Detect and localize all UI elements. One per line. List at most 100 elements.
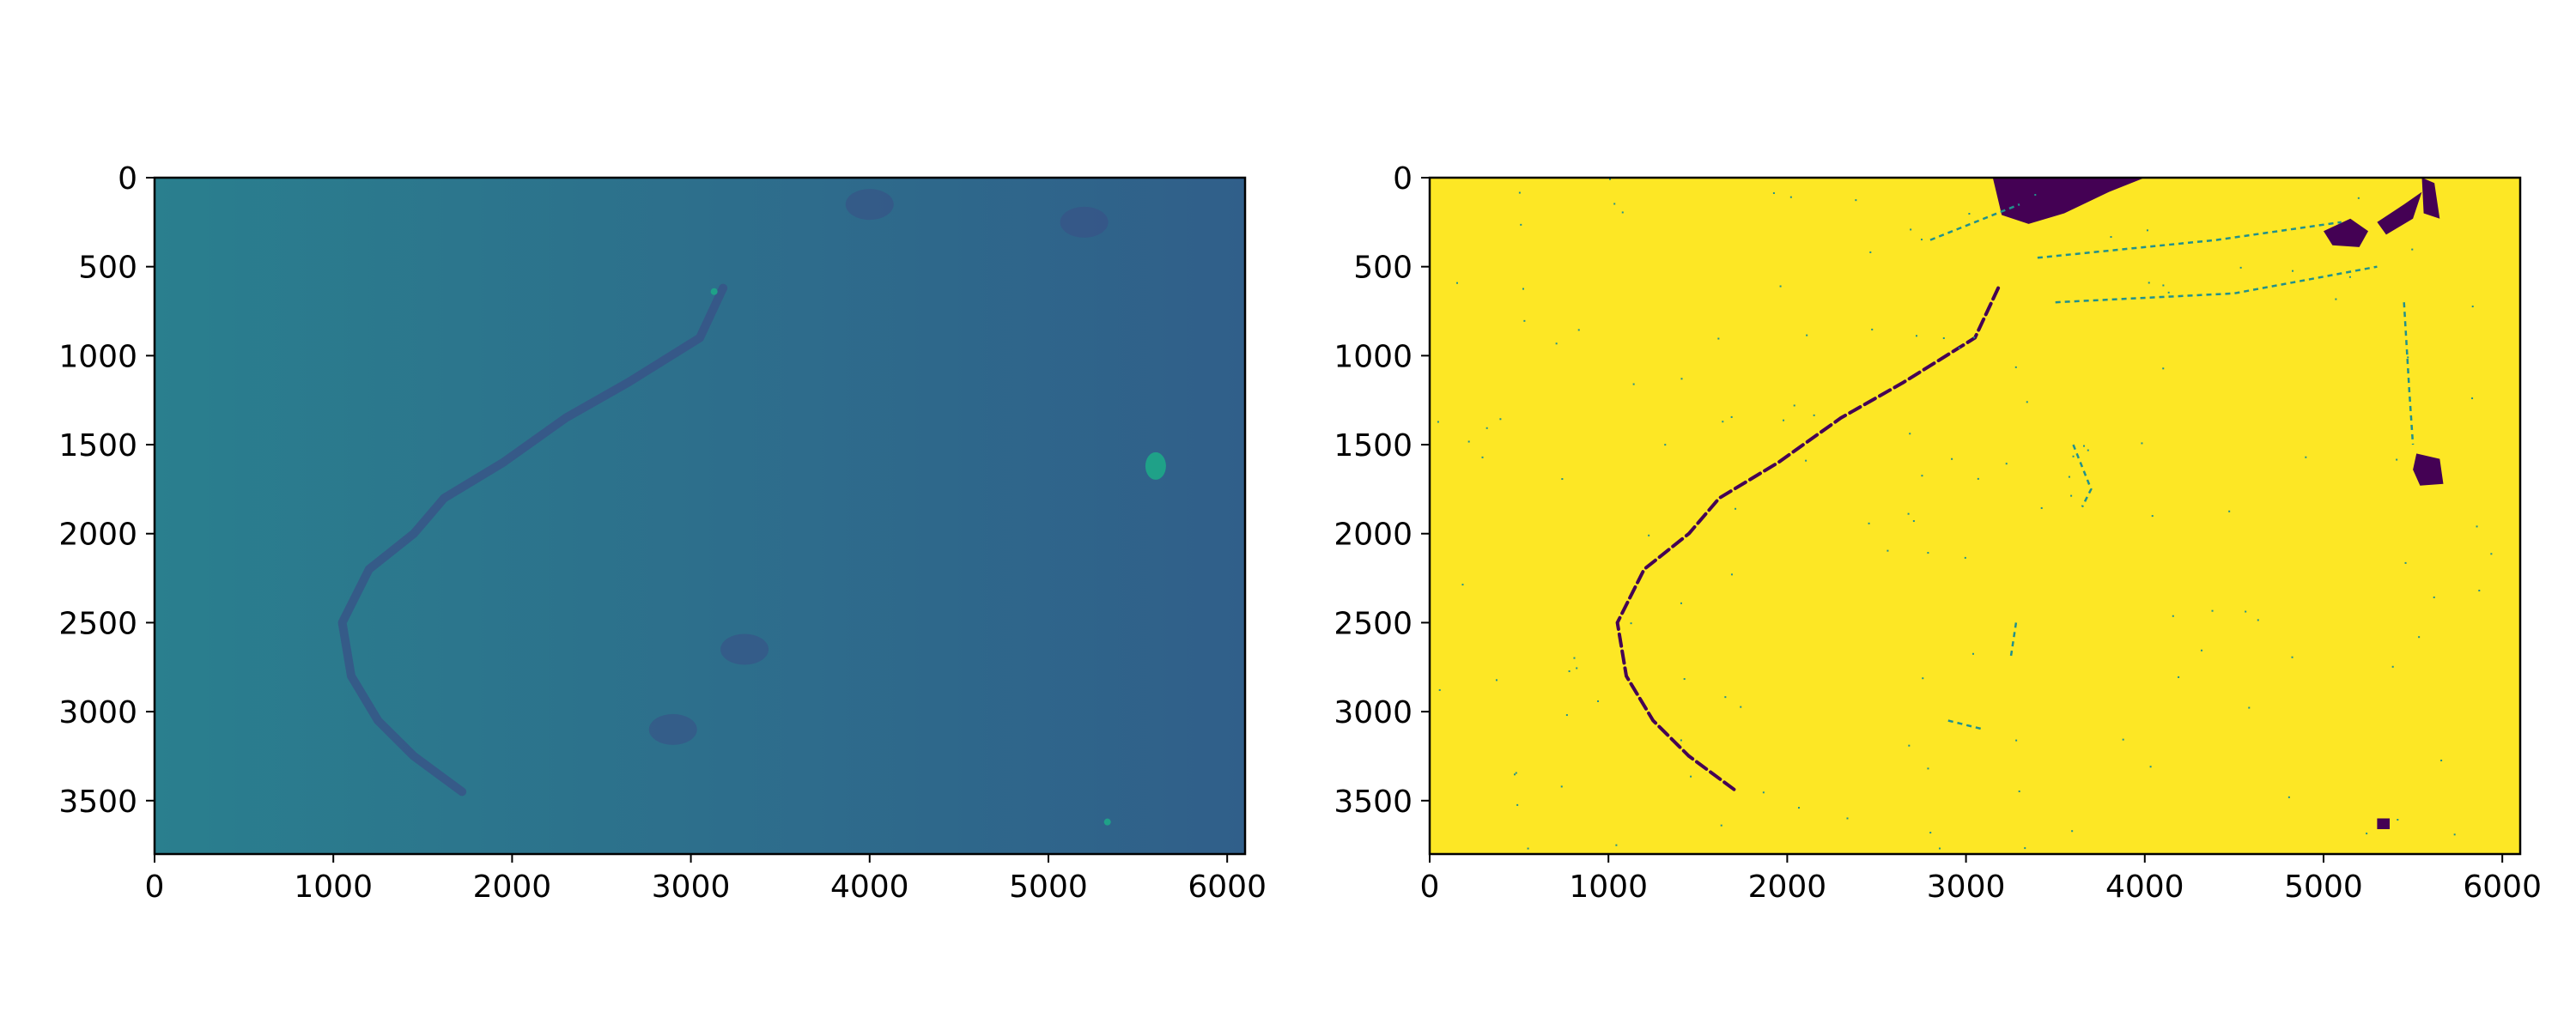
mask-speckle xyxy=(1648,534,1650,536)
mask-speckle xyxy=(1577,329,1580,331)
mask-speckle xyxy=(1783,419,1785,421)
mask-speckle xyxy=(1927,552,1929,554)
mask-speckle xyxy=(1920,239,1923,241)
mask-speckle xyxy=(2292,270,2294,272)
mask-speckle xyxy=(1467,440,1470,443)
mask-speckle xyxy=(2110,236,2112,239)
mask-speckle xyxy=(2178,676,2180,678)
x-tick-label: 4000 xyxy=(2105,869,2184,905)
mask-speckle xyxy=(2287,796,2290,798)
mask-speckle xyxy=(1515,772,1517,774)
dark-feature-blob xyxy=(720,633,769,665)
y-tick-label: 1000 xyxy=(58,339,137,374)
mask-speckle xyxy=(1813,414,1815,416)
heatmap-image-right xyxy=(1430,178,2520,854)
heatmap-image-left xyxy=(155,178,1245,854)
dark-feature-curve xyxy=(337,283,728,797)
mask-dark-region xyxy=(2377,191,2422,235)
mask-streak xyxy=(1947,719,1984,731)
mask-speckle xyxy=(2071,830,2074,833)
mask-speckle xyxy=(1683,678,1686,681)
y-tick-label: 3500 xyxy=(1334,785,1413,820)
mask-speckle xyxy=(2005,463,2008,465)
mask-speckle xyxy=(1793,404,1795,407)
heatmap-panel-left: 0 1000 2000 3000 4000 5000 6000 0 500 1000 1500 200… xyxy=(58,161,1267,905)
dark-feature-blob xyxy=(648,713,697,745)
mask-speckle xyxy=(2239,266,2242,269)
mask-streak xyxy=(2009,622,2018,659)
mask-speckle xyxy=(1922,677,1924,680)
mask-speckle xyxy=(1455,282,1458,284)
mask-speckle xyxy=(2391,665,2394,668)
mask-speckle xyxy=(2397,819,2399,821)
mask-speckle xyxy=(1942,336,1945,339)
y-tick-label: 3500 xyxy=(58,785,137,820)
mask-speckle xyxy=(2257,619,2259,621)
mask-speckle xyxy=(2024,847,2026,850)
mask-speckle xyxy=(1964,556,1966,559)
mask-speckle xyxy=(1565,714,1568,717)
mask-speckle xyxy=(1438,688,1441,691)
mask-speckle xyxy=(1805,459,1807,462)
mask-speckle xyxy=(1520,223,1522,226)
mask-speckle xyxy=(1779,285,1782,288)
mask-speckle xyxy=(2014,366,2017,368)
mask-speckle xyxy=(2082,445,2085,447)
x-tick-label: 5000 xyxy=(1009,869,1088,905)
x-tick-label: 6000 xyxy=(1188,869,1267,905)
mask-speckle xyxy=(2453,833,2456,836)
mask-speckle xyxy=(1615,844,1618,846)
y-tick-label: 3000 xyxy=(58,695,137,730)
mask-speckle xyxy=(2211,609,2214,612)
mask-speckle xyxy=(1717,337,1720,340)
x-tick-label: 1000 xyxy=(1569,869,1648,905)
y-tick-label: 2500 xyxy=(1334,606,1413,641)
mask-speckle xyxy=(1523,319,1526,322)
mask-speckle xyxy=(1921,475,1923,477)
mask-dark-region xyxy=(1992,178,2145,224)
mask-speckle xyxy=(1722,421,1724,423)
mask-speckle xyxy=(2200,649,2202,651)
mask-speckle xyxy=(1518,191,1521,194)
dark-feature-blob xyxy=(1060,206,1109,238)
mask-speckle xyxy=(2245,610,2247,613)
mask-speckle xyxy=(2396,458,2398,461)
mask-speckle xyxy=(1632,383,1635,385)
mask-speckle xyxy=(2034,193,2037,196)
mask-speckle xyxy=(1630,622,1632,625)
mask-speckle xyxy=(2411,248,2414,251)
mask-speckle xyxy=(1730,415,1733,418)
y-tick-label: 500 xyxy=(78,251,137,286)
mask-speckle xyxy=(1977,477,1979,480)
mask-speckle xyxy=(1958,347,1960,349)
mask-speckle xyxy=(1938,847,1941,850)
mask-speckle xyxy=(1680,378,1683,380)
mask-speckle xyxy=(1560,785,1563,788)
mask-speckle xyxy=(2149,766,2152,768)
mask-speckle xyxy=(2471,306,2474,308)
mask-speckle xyxy=(1871,328,1874,330)
mask-speckle xyxy=(1720,824,1722,827)
mask-speckle xyxy=(2162,284,2165,287)
mask-streak xyxy=(2055,265,2378,304)
mask-speckle xyxy=(1690,775,1692,778)
mask-speckle xyxy=(1485,427,1488,429)
y-tick-label: 3000 xyxy=(1334,695,1413,730)
mask-speckle xyxy=(1555,342,1558,345)
mask-speckle xyxy=(1971,652,1974,655)
mask-speckle xyxy=(2476,525,2478,528)
mask-streak xyxy=(2072,444,2093,508)
mask-speckle xyxy=(1680,602,1682,604)
x-tick-label: 3000 xyxy=(1927,869,2006,905)
mask-speckle xyxy=(2151,515,2154,518)
y-tick-label: 1000 xyxy=(1334,339,1413,374)
mask-speckle xyxy=(2305,456,2307,458)
mask-dark-region xyxy=(2413,453,2444,486)
y-tick-label: 2500 xyxy=(58,606,137,641)
mask-speckle xyxy=(1495,679,1498,682)
mask-speckle xyxy=(2478,590,2481,592)
x-tick-label: 0 xyxy=(145,869,165,905)
mask-speckle xyxy=(2040,506,2043,509)
mask-dark-region xyxy=(2421,178,2440,219)
